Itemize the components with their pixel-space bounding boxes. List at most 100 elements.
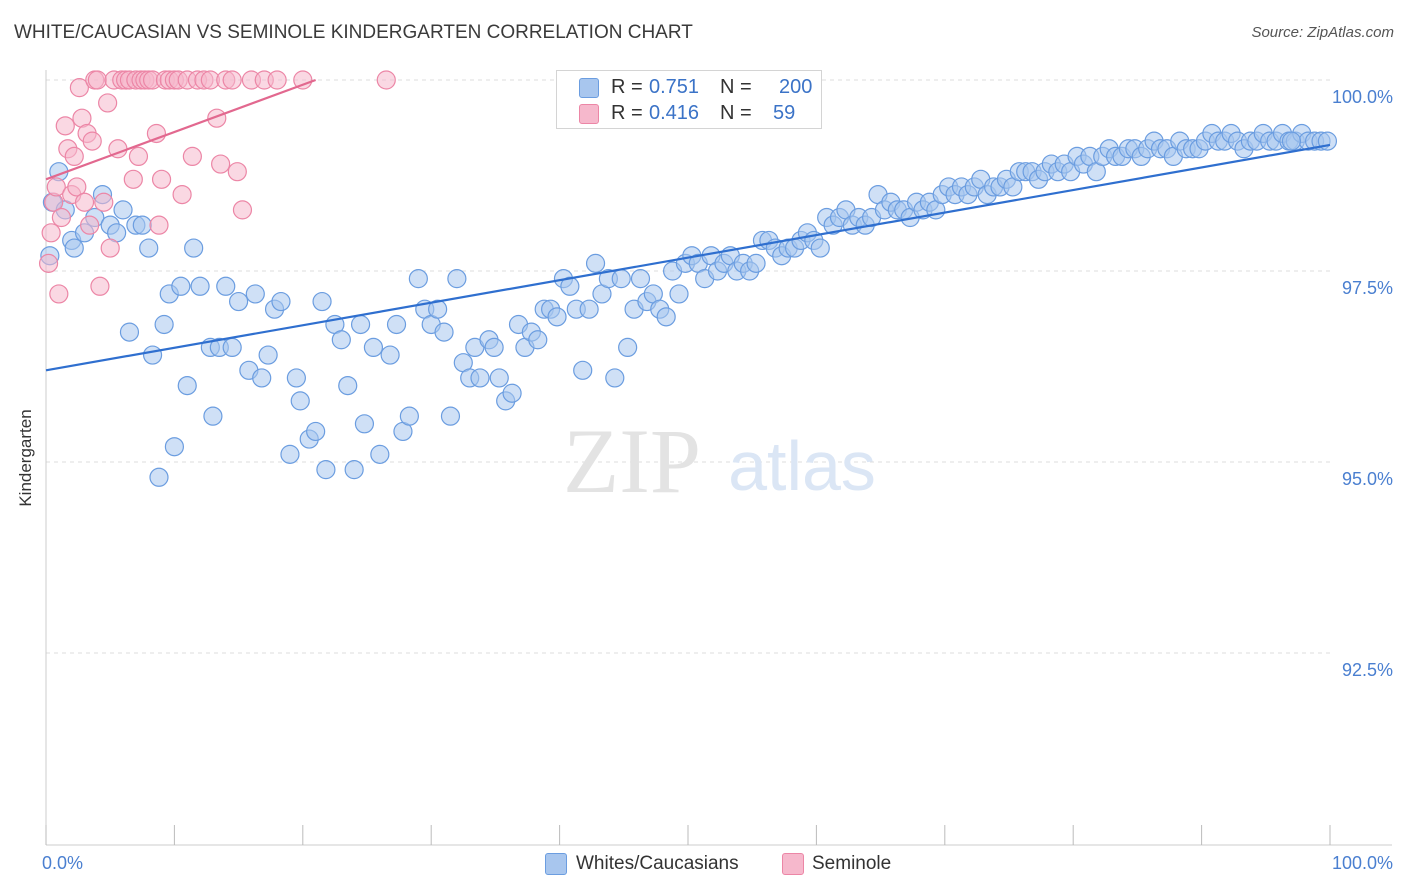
legend-n-label: N = (720, 76, 752, 98)
data-point-seminole (293, 70, 313, 90)
data-point-whites (171, 276, 191, 296)
legend-swatch-blue (545, 853, 567, 875)
data-point-seminole (232, 200, 253, 220)
data-point-seminole (46, 177, 66, 197)
data-point-whites (190, 276, 210, 296)
trend-line-seminole (45, 78, 317, 181)
data-point-whites (470, 368, 490, 388)
data-point-whites (528, 330, 548, 350)
data-point-seminole (149, 215, 169, 235)
legend-label-seminole: Seminole (812, 853, 892, 874)
data-point-seminole (151, 169, 172, 189)
data-point-seminole (128, 146, 149, 166)
data-point-whites (222, 337, 242, 357)
data-point-whites (363, 337, 384, 357)
data-point-whites (164, 437, 184, 457)
series-whites-points (40, 123, 1338, 487)
data-point-whites (290, 391, 310, 411)
data-point-seminole (51, 207, 72, 228)
y-axis-label: Kindergarten (16, 409, 35, 507)
data-point-seminole (55, 116, 75, 136)
data-point-whites (656, 307, 676, 327)
data-point-seminole (64, 146, 84, 166)
data-point-whites (370, 444, 390, 464)
y-tick-label: 97.5% (1341, 278, 1393, 298)
y-tick-label: 100.0% (1331, 87, 1393, 107)
x-tick-label: 0.0% (42, 853, 84, 873)
source-credit: Source: ZipAtlas.com (1251, 24, 1394, 41)
data-point-whites (245, 284, 265, 304)
data-point-whites (338, 376, 358, 396)
data-point-seminole (227, 162, 247, 182)
data-point-whites (177, 376, 197, 396)
data-point-seminole (94, 192, 114, 212)
data-point-whites (203, 406, 223, 426)
data-point-seminole (182, 146, 202, 166)
legend-n-label: N = (720, 102, 752, 124)
data-point-whites (440, 406, 461, 426)
data-point-whites (489, 368, 509, 388)
series-seminole-points (38, 70, 396, 304)
data-point-whites (579, 299, 599, 319)
data-point-whites (380, 345, 400, 365)
data-point-seminole (172, 185, 192, 205)
data-point-whites (139, 238, 159, 258)
data-point-whites (434, 322, 454, 342)
data-point-whites (746, 253, 766, 273)
data-point-whites (252, 368, 272, 388)
legend-n-value: 59 (773, 102, 796, 124)
x-tick-label: 100.0% (1331, 853, 1393, 873)
data-point-seminole (67, 177, 87, 197)
data-point-whites (132, 215, 152, 235)
data-point-seminole (80, 215, 100, 235)
data-point-whites (258, 345, 278, 365)
data-point-whites (331, 330, 351, 350)
data-point-seminole (38, 253, 59, 273)
data-point-whites (119, 322, 140, 342)
data-point-whites (502, 383, 522, 403)
data-point-whites (316, 460, 336, 480)
data-point-whites (386, 314, 407, 335)
data-point-seminole (82, 131, 102, 151)
data-point-whites (154, 314, 174, 335)
legend-n-value: 200 (779, 76, 813, 98)
data-point-whites (142, 345, 163, 365)
axes (45, 70, 1392, 846)
legend-swatch-pink (579, 104, 599, 124)
data-point-whites (184, 238, 204, 258)
trend-line-whites (45, 143, 1331, 372)
chart-title: WHITE/CAUCASIAN VS SEMINOLE KINDERGARTEN… (14, 22, 693, 43)
data-point-whites (271, 291, 291, 312)
data-point-whites (447, 269, 467, 289)
y-tick-label: 92.5% (1341, 660, 1393, 680)
legend-r-label: R = (611, 102, 643, 124)
legend-r-value: 0.416 (649, 102, 700, 124)
data-point-seminole (267, 70, 287, 90)
data-point-whites (280, 444, 300, 464)
data-point-whites (408, 269, 428, 289)
data-point-whites (810, 238, 830, 258)
data-point-seminole (222, 70, 242, 90)
data-point-whites (585, 253, 606, 273)
data-point-whites (399, 406, 419, 426)
data-point-whites (229, 291, 249, 312)
legend-swatch-blue (579, 78, 599, 98)
watermark-atlas: atlas (728, 427, 876, 505)
data-point-whites (547, 307, 567, 327)
data-point-whites (618, 337, 638, 357)
data-point-whites (64, 238, 84, 258)
data-point-whites (113, 200, 133, 220)
data-point-whites (216, 276, 236, 296)
data-point-seminole (98, 93, 118, 113)
data-point-seminole (41, 223, 61, 243)
watermark-zip: ZIP (563, 410, 701, 512)
data-point-whites (354, 414, 375, 434)
y-tick-label: 95.0% (1341, 469, 1393, 489)
data-point-whites (611, 269, 631, 289)
data-point-whites (149, 467, 169, 487)
data-point-seminole (211, 154, 231, 174)
data-point-whites (605, 368, 625, 388)
data-point-seminole (74, 192, 95, 212)
data-point-whites (350, 314, 371, 335)
